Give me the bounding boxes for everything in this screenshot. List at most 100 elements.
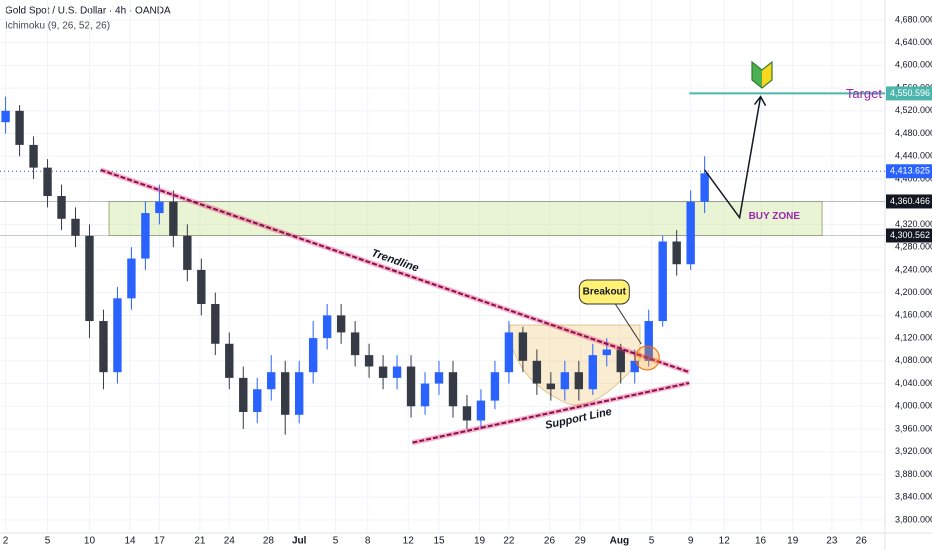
candle-body [546,383,556,390]
projection-path [704,96,762,220]
buy-zone-label: BUY ZONE [749,211,801,222]
x-tick-label: 22 [503,536,515,547]
zone-low-badge-label: 4,300.562 [890,230,930,240]
candle-body [183,235,192,270]
candle-body [560,372,570,390]
y-tick-label: 4,440.000 [895,151,932,161]
candle-body [350,332,360,356]
x-tick-label: 19 [787,536,799,547]
x-tick-label: 19 [474,536,486,547]
x-tick-label: 28 [263,536,275,547]
x-tick-label: 14 [124,536,136,547]
y-tick-label: 4,280.000 [895,242,932,252]
candle-body [504,332,514,373]
candle-body [686,201,695,265]
x-tick-label: 17 [154,536,166,547]
y-tick-label: 4,120.000 [895,332,932,342]
y-tick-label: 4,160.000 [895,310,932,320]
y-tick-label: 4,480.000 [895,128,932,138]
target-label: Target [846,86,883,101]
last-price-badge-label: 4,413.625 [890,166,930,176]
candle-body [462,406,472,421]
candle-body [267,372,276,390]
candle-body [141,213,150,259]
breakout-marker [634,345,660,371]
y-tick-label: 4,680.000 [895,14,932,24]
zone-low-badge [886,228,932,243]
candle-body [253,389,262,412]
candle-body [588,355,597,390]
x-tick-label: 15 [433,536,445,547]
candle-body [672,241,681,265]
x-tick-label: 5 [45,536,51,547]
y-tick-label: 4,000.000 [895,401,932,411]
breakout-callout [614,303,642,345]
candle-body [448,372,458,407]
target-badge-label: 4,550.596 [890,88,930,98]
x-tick-label: 21 [194,536,206,547]
candle-body [392,366,402,378]
candle-body [197,269,206,305]
candle-body [406,366,416,407]
indicator-label: Ichimoku (9, 26, 52, 26) [5,21,110,32]
beginner-icon [751,60,773,89]
chart-title: Gold Spot / U.S. Dollar · 4h · OANDA [5,6,171,17]
candle-body [57,196,66,219]
candle-body [99,321,108,373]
breakout-label: Breakout [583,287,627,298]
x-tick-label: 24 [224,536,236,547]
candle-body [490,372,500,401]
x-tick-label: 26 [544,536,556,547]
y-tick-label: 4,080.000 [895,355,932,365]
y-tick-label: 4,240.000 [895,264,932,274]
x-tick-label: 2 [3,536,9,547]
y-tick-label: 3,920.000 [895,446,932,456]
candle-body [71,218,80,236]
candle-body [574,372,584,390]
candle-body [420,383,430,407]
candle-body [211,304,220,344]
candle-body [15,110,24,145]
candle-body [378,366,388,378]
x-tick-label: 5 [333,536,339,547]
support-line [412,382,690,444]
x-tick-label: 8 [365,536,371,547]
trendline [100,168,690,374]
candle-body [239,377,248,412]
y-tick-label: 4,640.000 [895,37,932,47]
breakout-bubble [578,279,630,305]
target-badge [886,86,932,101]
last-price-badge [886,164,932,179]
candle-body [364,355,374,367]
candle-body [29,144,38,168]
candle-body [644,321,653,361]
y-tick-label: 4,520.000 [895,105,932,115]
x-tick-label: 5 [649,536,655,547]
candle-body [434,372,444,384]
buy-zone [108,201,823,236]
y-tick-label: 3,880.000 [895,469,932,479]
y-tick-label: 4,320.000 [895,219,932,229]
y-tick-label: 4,040.000 [895,378,932,388]
x-tick-label: 12 [403,536,415,547]
zone-high-badge [886,194,932,209]
x-tick-label: 26 [856,536,868,547]
y-tick-label: 3,800.000 [895,514,932,524]
x-tick-label: 29 [575,536,587,547]
candle-body [630,360,639,373]
candle-body [1,110,10,123]
candle-body [155,201,164,214]
candle-body [518,332,528,361]
projection-arrowhead [753,95,767,106]
candle-body [225,343,234,378]
x-tick-label: 12 [719,536,731,547]
y-tick-label: 3,960.000 [895,423,932,433]
candle-body [476,400,486,421]
candle-body [336,315,346,333]
y-tick-label: 4,600.000 [895,60,932,70]
candle-body [616,349,625,373]
x-tick-label: 9 [688,536,694,547]
candle-body [322,315,332,339]
